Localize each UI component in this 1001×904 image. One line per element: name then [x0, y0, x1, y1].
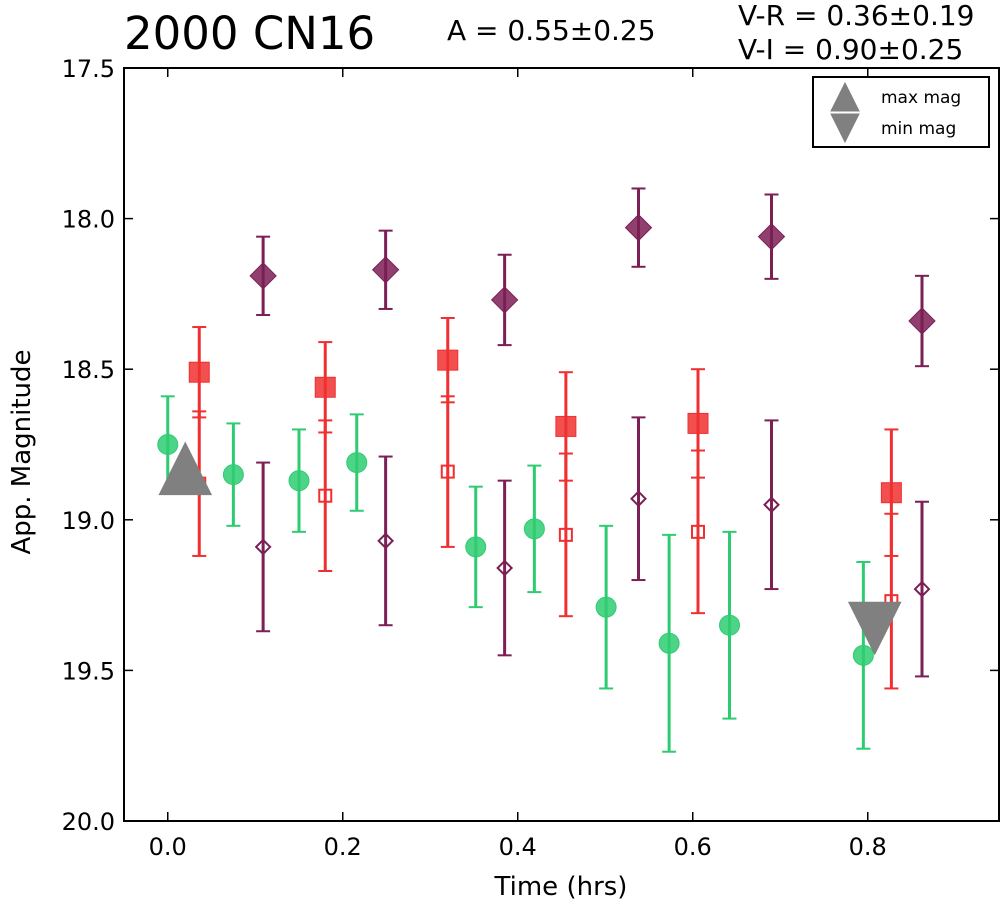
x-tick-label: 0.8 [849, 833, 887, 861]
data-point-diamond [624, 213, 653, 242]
y-tick-label: 17.5 [62, 55, 115, 83]
x-axis-label: Time (hrs) [494, 872, 628, 902]
y-tick-label: 18.5 [62, 356, 115, 384]
vr-color-annotation: V-R = 0.36±0.19 [738, 0, 975, 32]
data-point-circle [465, 536, 487, 558]
data-point-diamond [371, 256, 400, 284]
data-point-diamond [249, 262, 277, 290]
min-mag-marker [847, 601, 902, 656]
legend-label: min mag [881, 119, 956, 139]
data-point-square [314, 376, 336, 398]
vi-color-annotation: V-I = 0.90±0.25 [738, 33, 964, 66]
data-point-square [188, 361, 210, 383]
data-point-circle [157, 434, 179, 455]
data-point-square [440, 464, 455, 479]
y-tick-label: 18.0 [62, 206, 115, 234]
data-point-square [437, 349, 459, 371]
data-point-diamond [763, 496, 780, 514]
y-tick-label: 19.0 [62, 507, 115, 535]
data-point-diamond [757, 222, 786, 251]
data-point-diamond [490, 286, 519, 314]
data-point-circle [658, 632, 680, 654]
data-point-circle [222, 464, 244, 486]
x-tick-label: 0.4 [499, 833, 537, 861]
data-point-square [880, 482, 902, 504]
data-point-diamond [908, 307, 936, 335]
data-point-square [691, 524, 705, 539]
x-tick-label: 0.2 [324, 833, 362, 861]
amplitude-annotation: A = 0.55±0.25 [447, 14, 656, 47]
data-point-diamond [913, 580, 931, 598]
x-tick-label: 0.0 [149, 833, 187, 861]
data-point-circle [288, 470, 310, 492]
y-tick-label: 19.5 [62, 657, 115, 685]
data-point-square [558, 527, 573, 542]
y-tick-label: 20.0 [62, 808, 115, 836]
data-point-circle [595, 596, 617, 618]
data-point-circle [346, 452, 368, 474]
data-point-diamond [254, 538, 272, 556]
legend-label: max mag [881, 88, 961, 108]
legend-triangle-up-icon [830, 81, 860, 112]
data-point-diamond [630, 490, 647, 508]
legend-triangle-down-icon [830, 113, 860, 144]
max-mag-marker [158, 441, 213, 496]
data-point-square [318, 488, 333, 503]
data-point-diamond [377, 532, 395, 550]
plot-frame [123, 67, 1000, 822]
data-point-circle [523, 518, 545, 540]
data-point-square [687, 412, 709, 434]
x-tick-label: 0.6 [674, 833, 712, 861]
data-point-circle [852, 644, 874, 666]
data-point-square [555, 415, 577, 437]
data-point-diamond [496, 559, 514, 577]
chart-title: 2000 CN16 [124, 7, 376, 60]
data-point-circle [719, 614, 740, 636]
